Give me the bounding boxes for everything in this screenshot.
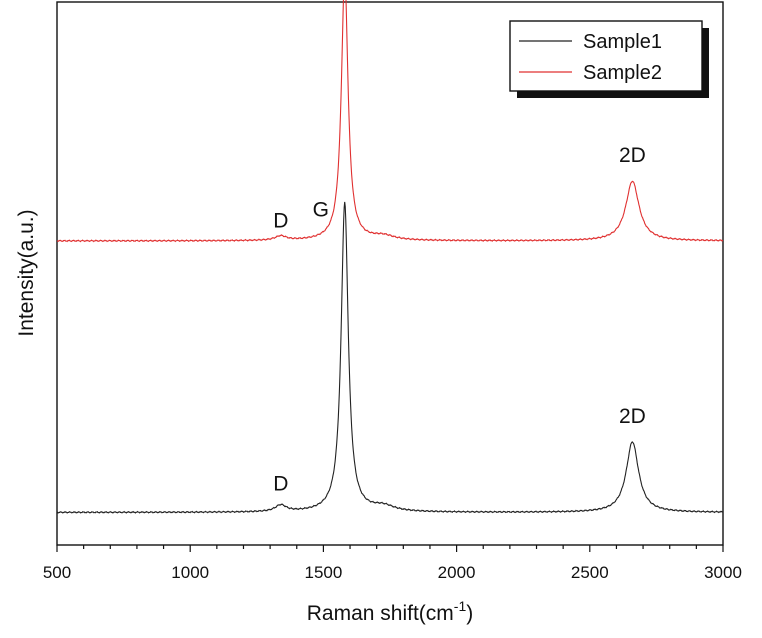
x-axis-title-main: Raman shift(cm [307,602,454,625]
peak-label-d: D [273,473,288,496]
series-line-sample2 [56,0,724,243]
peak-label-d: D [273,209,288,232]
x-axis-title-close: ) [466,602,473,625]
x-axis-title-superscript: -1 [454,598,467,614]
legend-box [509,20,703,92]
peak-label-2d: 2D [619,405,646,428]
plot-frame [56,1,724,546]
x-axis-title: Raman shift(cm-1) [307,598,473,625]
x-tick-label: 500 [43,563,71,582]
x-tick-label: 2000 [438,563,476,582]
x-axis-ticks: 500 1000 1500 2000 2500 3000 [43,545,742,582]
legend: Sample1 Sample2 [509,20,709,98]
x-tick-label: 1500 [304,563,342,582]
series-line-sample1 [56,201,724,514]
legend-label-sample2: Sample2 [583,62,662,84]
x-tick-label: 3000 [704,563,742,582]
x-tick-label: 1000 [171,563,209,582]
peak-label-g: G [313,198,329,221]
y-axis-title: Intensity(a.u.) [15,209,38,336]
x-tick-label: 2500 [571,563,609,582]
peak-label-2d: 2D [619,144,646,167]
legend-label-sample1: Sample1 [583,31,662,53]
peak-annotations: GDG2DD2D [273,144,646,496]
series-layer [56,0,724,514]
